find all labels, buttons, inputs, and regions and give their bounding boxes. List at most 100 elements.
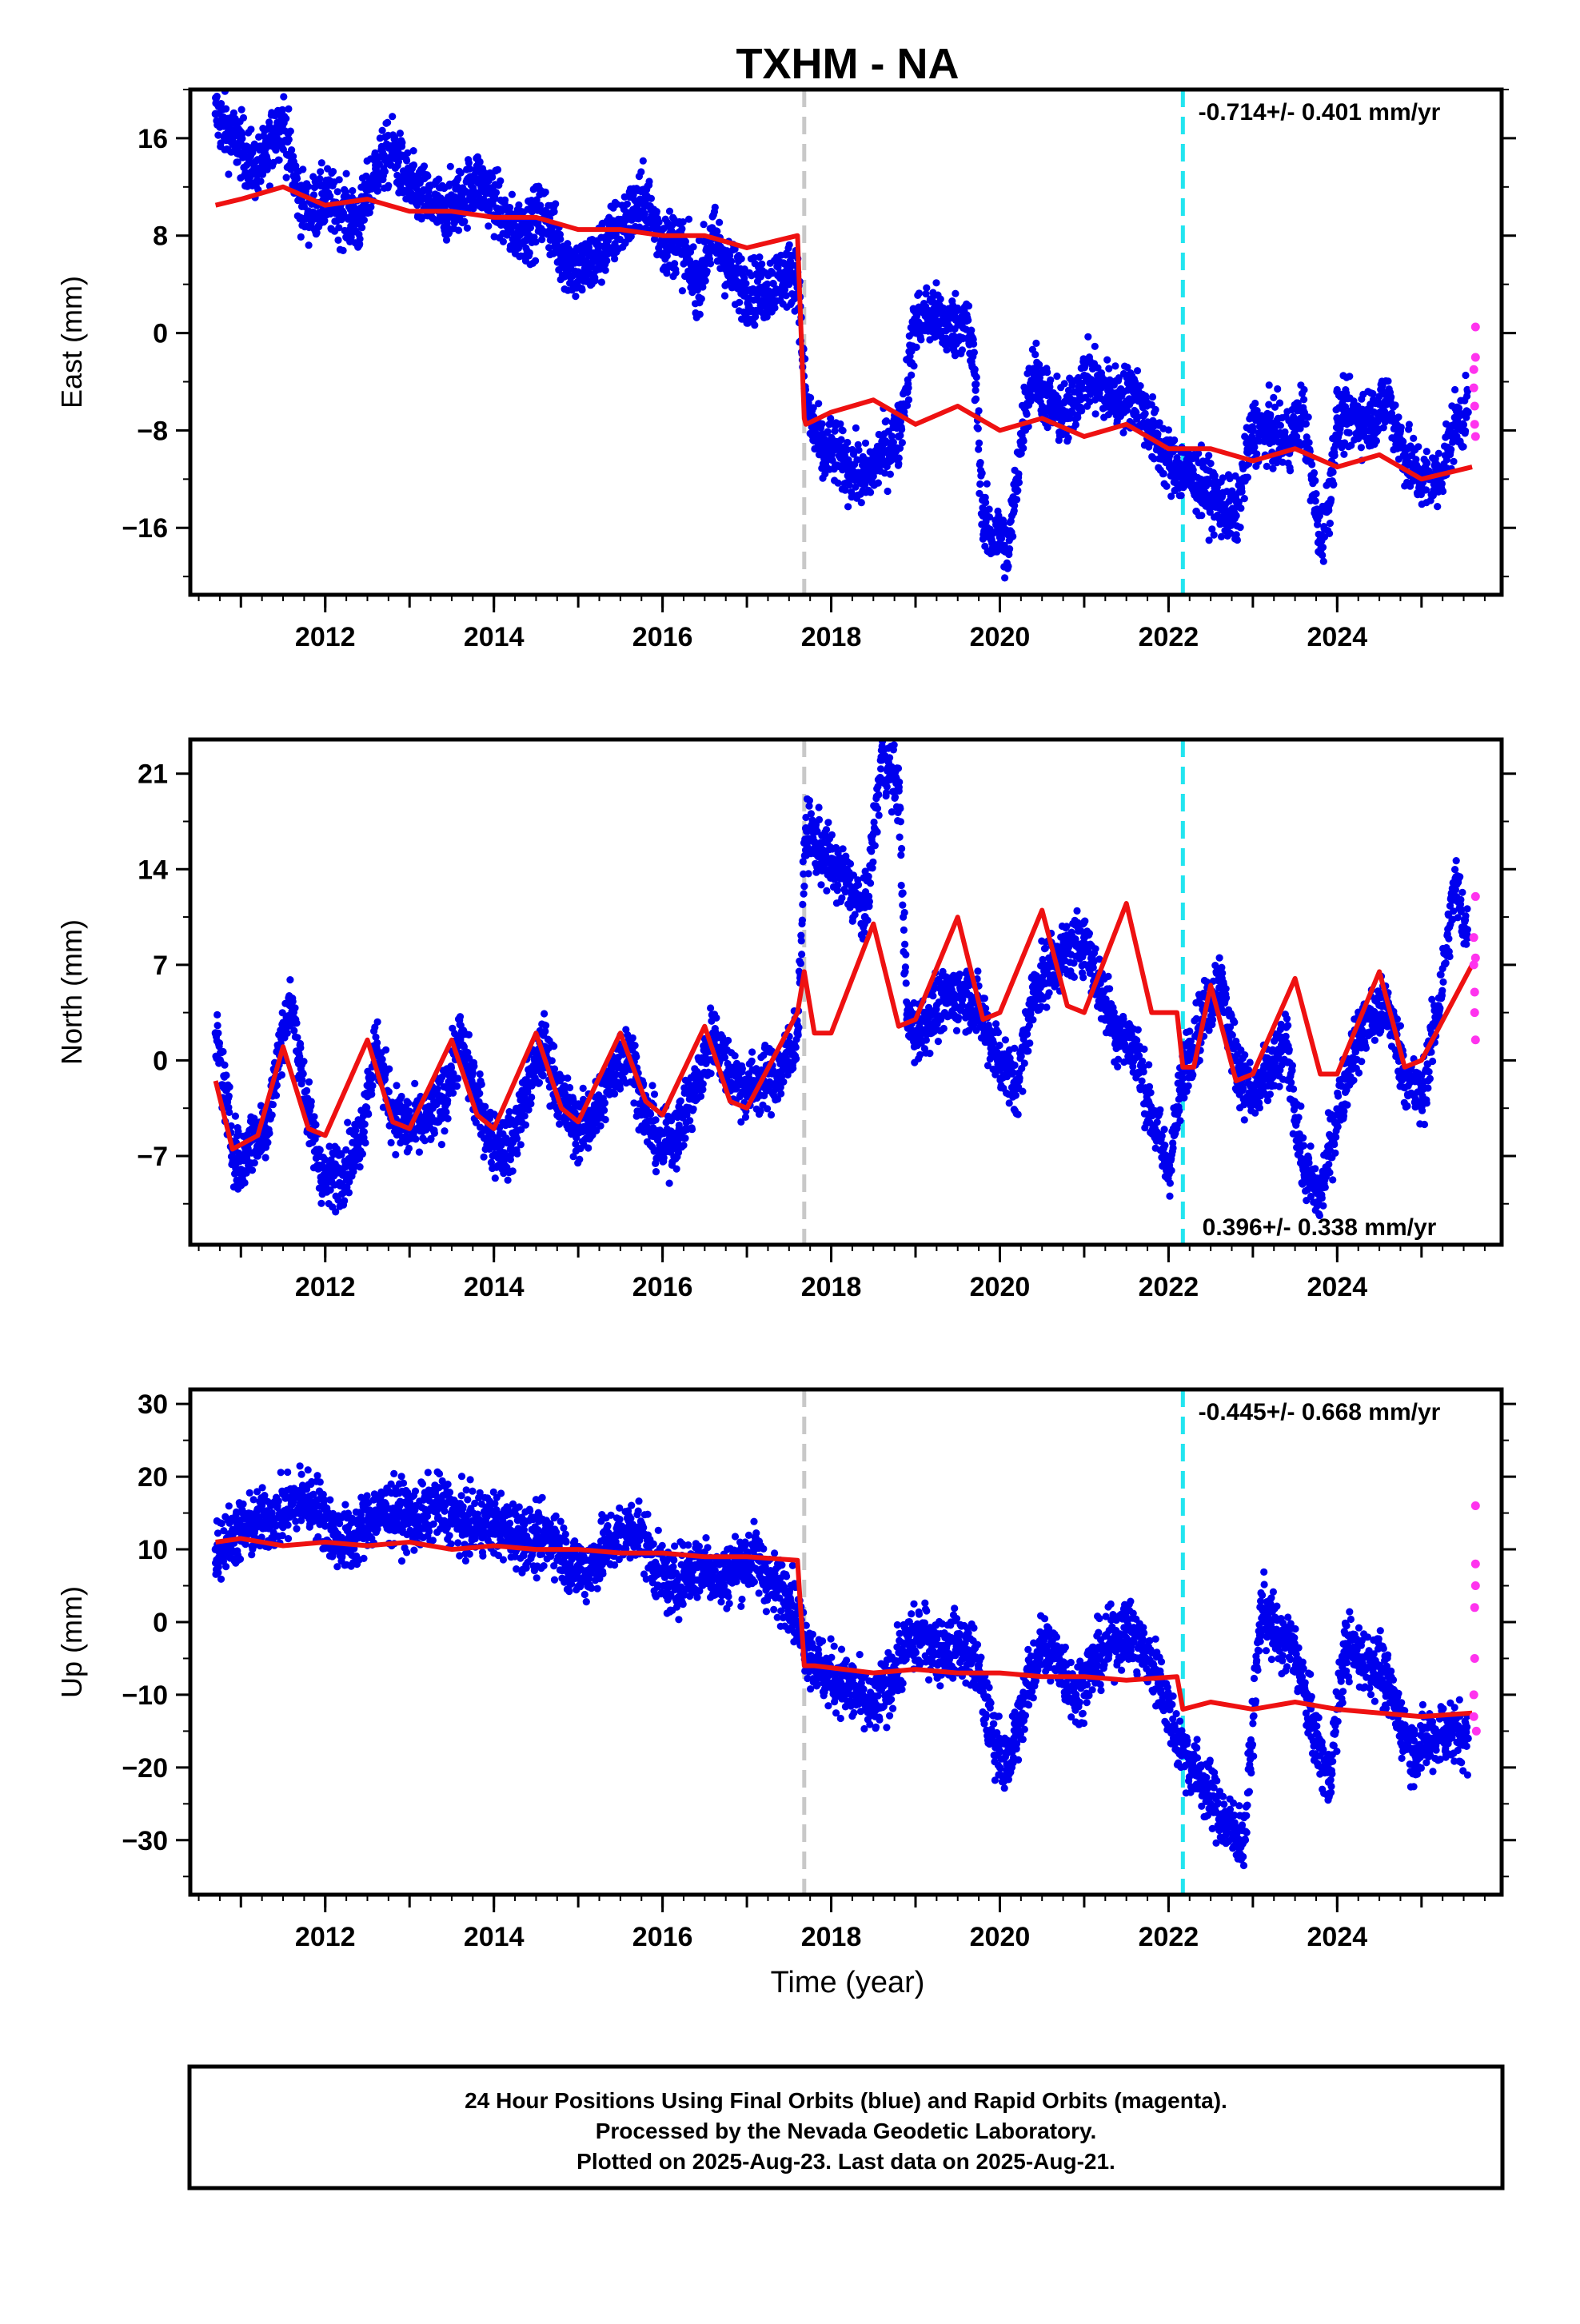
east-y-tick-label: −8 xyxy=(137,416,168,446)
north-y-tick-label: 21 xyxy=(138,759,168,790)
north-data-point xyxy=(861,913,869,921)
north-data-point xyxy=(1030,988,1038,996)
up-data-point xyxy=(1139,1647,1147,1655)
east-data-point xyxy=(1232,512,1240,520)
north-data-point xyxy=(743,1084,751,1092)
east-data-point xyxy=(473,177,481,185)
up-data-point xyxy=(785,1589,793,1597)
east-data-point xyxy=(726,268,734,276)
east-rate-label: -0.714+/- 0.401 mm/yr xyxy=(1199,99,1441,126)
up-data-point xyxy=(1173,1734,1181,1742)
north-data-point xyxy=(676,1125,684,1133)
up-rapid-point xyxy=(1472,1727,1481,1736)
east-data-point xyxy=(1047,402,1055,410)
up-data-point xyxy=(515,1531,523,1539)
up-data-point xyxy=(566,1560,574,1568)
north-data-point xyxy=(574,1125,582,1133)
east-rapid-point xyxy=(1470,420,1479,429)
east-data-point xyxy=(591,256,599,264)
east-data-point xyxy=(861,475,869,483)
east-data-point xyxy=(995,530,1003,538)
east-data-point xyxy=(220,122,228,130)
up-data-point xyxy=(988,1727,995,1735)
east-data-point xyxy=(422,195,430,203)
east-data-point xyxy=(1266,426,1274,434)
up-data-point xyxy=(1106,1640,1114,1648)
north-data-point xyxy=(928,1009,936,1017)
east-data-point xyxy=(776,274,784,282)
up-data-point xyxy=(1240,1836,1248,1844)
up-rapid-point xyxy=(1470,1654,1479,1663)
north-plot-area xyxy=(212,732,1480,1245)
up-data-point xyxy=(819,1669,827,1677)
up-data-point xyxy=(954,1640,962,1648)
north-data-point xyxy=(802,824,810,832)
up-x-tick-label: 2014 xyxy=(464,1922,525,1952)
north-data-point xyxy=(1114,1029,1122,1037)
north-data-point xyxy=(422,1118,430,1126)
up-final-orbit-points xyxy=(212,1462,1472,1869)
north-data-point xyxy=(1097,988,1105,996)
east-data-point xyxy=(288,158,296,166)
north-rapid-point xyxy=(1470,1008,1479,1017)
north-data-point xyxy=(237,1166,245,1174)
footer-line-2: Processed by the Nevada Geodetic Laborat… xyxy=(596,2119,1097,2143)
up-data-point xyxy=(1088,1662,1096,1670)
east-data-point xyxy=(1013,475,1021,483)
east-data-point xyxy=(1249,426,1257,434)
up-data-point xyxy=(1442,1727,1450,1735)
up-data-point xyxy=(313,1501,321,1509)
east-x-tick-label: 2020 xyxy=(970,622,1031,652)
up-rapid-point xyxy=(1470,1712,1478,1721)
east-data-point xyxy=(245,158,253,166)
north-data-point xyxy=(1283,1042,1291,1050)
up-data-point xyxy=(1375,1662,1383,1670)
east-data-point xyxy=(1384,396,1392,404)
figure-title: TXHM - NA xyxy=(736,40,960,88)
up-data-point xyxy=(1004,1764,1012,1772)
up-data-point xyxy=(852,1691,860,1699)
north-data-point xyxy=(912,1029,920,1037)
up-data-point xyxy=(498,1524,506,1532)
east-rapid-orbit-points xyxy=(1470,322,1480,440)
up-rapid-point xyxy=(1471,1581,1480,1590)
north-data-point xyxy=(321,1179,329,1187)
east-data-point xyxy=(608,232,616,240)
up-data-point xyxy=(1190,1764,1198,1772)
north-data-point xyxy=(1147,1111,1155,1119)
up-data-point xyxy=(1464,1734,1472,1742)
east-data-point xyxy=(1114,396,1122,404)
up-data-point xyxy=(414,1517,422,1525)
east-data-point xyxy=(878,451,886,459)
footer-box: 24 Hour Positions Using Final Orbits (bl… xyxy=(190,2067,1502,2188)
up-data-point xyxy=(1223,1822,1231,1830)
up-data-point xyxy=(633,1524,641,1532)
up-rapid-point xyxy=(1471,1560,1480,1569)
up-y-tick-label: 20 xyxy=(138,1462,168,1493)
east-data-point xyxy=(844,463,852,471)
east-x-tick-label: 2024 xyxy=(1307,622,1368,652)
up-data-point xyxy=(1426,1734,1434,1742)
up-data-point xyxy=(903,1640,911,1648)
up-data-point xyxy=(465,1524,473,1532)
east-data-point xyxy=(979,512,987,520)
up-y-tick-label: −10 xyxy=(122,1680,168,1711)
east-x-tick-label: 2014 xyxy=(464,622,525,652)
east-data-point xyxy=(305,207,313,215)
up-data-point xyxy=(431,1501,439,1509)
east-data-point xyxy=(1283,439,1291,447)
north-rate-label: 0.396+/- 0.338 mm/yr xyxy=(1203,1214,1437,1241)
north-y-tick-label: 14 xyxy=(138,855,168,885)
east-data-point xyxy=(988,536,995,544)
north-data-point xyxy=(726,1070,734,1078)
east-data-point xyxy=(1131,390,1139,398)
east-data-point xyxy=(1004,548,1012,556)
north-data-point xyxy=(220,1084,228,1092)
north-x-tick-label: 2016 xyxy=(632,1272,693,1302)
north-y-tick-label: 0 xyxy=(153,1046,168,1076)
up-data-point xyxy=(1308,1720,1316,1728)
north-data-point xyxy=(878,756,886,764)
east-rapid-point xyxy=(1471,353,1480,362)
north-data-point xyxy=(439,1098,447,1106)
